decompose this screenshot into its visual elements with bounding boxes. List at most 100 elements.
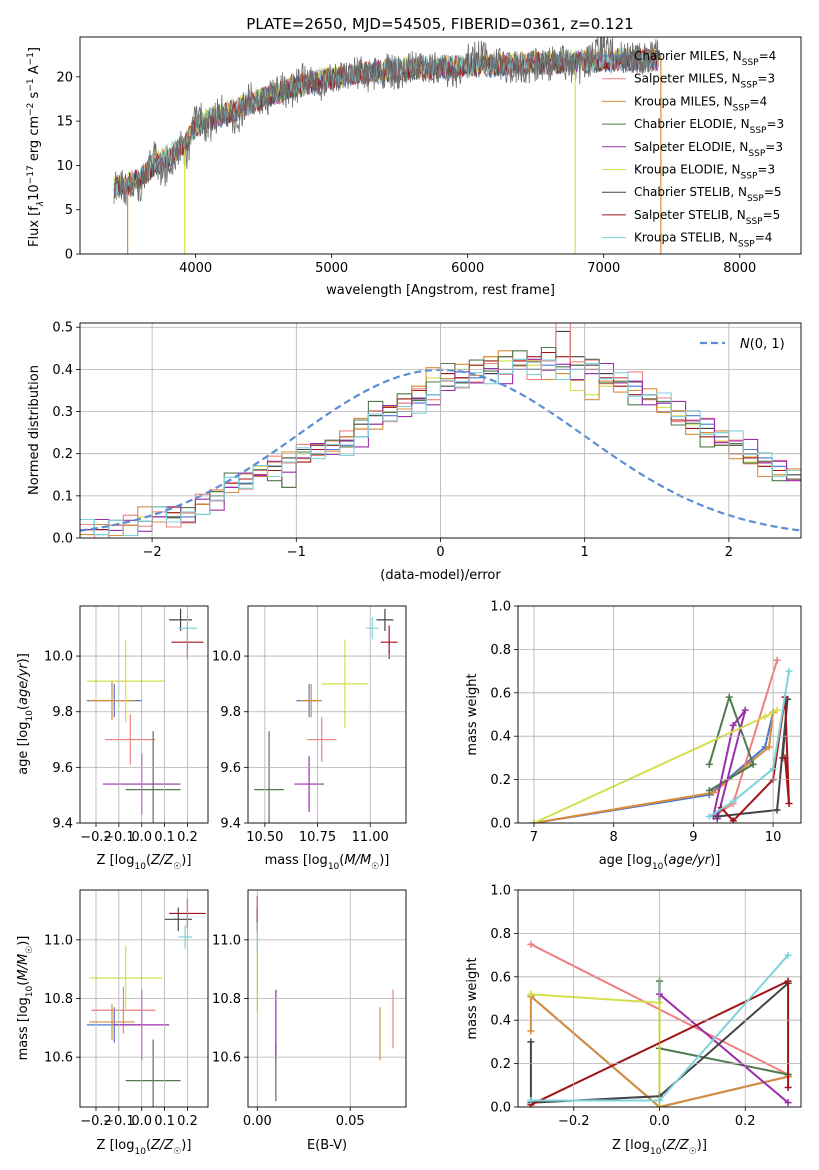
errorbar-kroupa-stelib — [178, 925, 192, 949]
x-tick-label: 2 — [725, 545, 733, 560]
errorbar-kroupa-miles — [89, 681, 135, 721]
errorbar-chabrier-elodie — [254, 731, 284, 823]
x-tick-label: 0.2 — [735, 1114, 756, 1129]
x-tick-label: 5000 — [315, 261, 348, 276]
x-tick-label: 8000 — [723, 261, 756, 276]
x-tick-label: 0.2 — [177, 1114, 198, 1129]
y-tick-label: 10.8 — [44, 992, 73, 1007]
x-axis-label: Z [log10(Z/Z☉)] — [612, 1138, 707, 1157]
axes-frame — [79, 322, 802, 539]
x-tick-label: 0.05 — [336, 1114, 365, 1129]
plot-area — [86, 898, 206, 1107]
histogram-kroupa-stelib — [80, 358, 801, 537]
y-axis-label: mass [log10(M/M☉)] — [16, 936, 35, 1061]
weight-marker — [761, 713, 769, 721]
weight-line — [658, 993, 789, 1104]
y-tick-label: 0.6 — [490, 970, 511, 985]
legend-label: Salpeter MILES, NSSP=3 — [634, 72, 775, 91]
y-tick-label: 0.4 — [490, 1014, 511, 1029]
x-axis-label: (data-model)/error — [380, 568, 501, 583]
x-tick-label: 1 — [581, 545, 589, 560]
weight-marker — [527, 1038, 535, 1046]
weight-marker — [785, 799, 793, 807]
axes-frame — [517, 889, 802, 1108]
histogram-chabrier-miles — [80, 364, 801, 531]
x-tick-label: 0.2 — [177, 830, 198, 845]
axes-age-vs-Z: −0.2−0.10.0 0.1 0.2 9.4 9.6 9.8 10.0 Z [log10(Z… — [16, 605, 209, 872]
legend-label: Kroupa STELIB, NSSP=4 — [634, 231, 772, 250]
histogram-kroupa-elodie — [80, 356, 801, 531]
weight-marker — [705, 760, 713, 768]
plot-area — [113, 37, 662, 254]
errorbar-salpeter-elodie — [294, 756, 324, 812]
x-tick-label: −1 — [287, 545, 306, 560]
errorbar-chabrier-elodie — [125, 731, 181, 823]
weight-marker — [773, 656, 781, 664]
y-tick-label: 0.1 — [52, 489, 73, 504]
legend-label: Salpeter ELODIE, NSSP=3 — [634, 140, 783, 159]
y-axis-label: Normed distribution — [27, 365, 42, 495]
y-tick-label: 10 — [56, 159, 73, 174]
y-tick-label: 9.4 — [220, 817, 241, 832]
weight-line — [529, 995, 789, 1107]
plot-area — [80, 323, 801, 538]
errorbar-kroupa-stelib — [365, 617, 379, 640]
weight-line — [533, 712, 775, 823]
x-tick-label: 7 — [530, 830, 538, 845]
weight-marker — [705, 812, 713, 820]
errorbar-kroupa-miles — [89, 1004, 135, 1040]
y-tick-label: 1.0 — [490, 600, 511, 615]
y-axis-label: age [log10(age/yr)] — [16, 653, 35, 775]
histogram-salpeter-miles — [80, 323, 801, 538]
weight-line — [533, 709, 778, 823]
weight-marker — [709, 789, 717, 797]
figure-title: PLATE=2650, MJD=54505, FIBERID=0361, z=0… — [246, 15, 633, 33]
axes-frame — [247, 605, 407, 824]
y-tick-label: 11.0 — [212, 933, 241, 948]
y-tick-label: 10.0 — [44, 650, 73, 665]
x-axis-label: mass [log10(M/M☉)] — [265, 853, 390, 872]
y-tick-label: 0.2 — [52, 447, 73, 462]
y-axis-label: mass weight — [465, 957, 480, 1039]
y-tick-label: 9.8 — [220, 705, 241, 720]
y-tick-label: 0 — [65, 248, 73, 263]
weight-marker — [527, 990, 535, 998]
y-tick-label: 9.8 — [52, 705, 73, 720]
x-tick-label: 8 — [610, 830, 618, 845]
legend-label: Salpeter STELIB, NSSP=5 — [634, 208, 780, 227]
axes-weight-vs-age: 7 8 9 10 0.0 0.2 0.4 0.6 0.8 1.0 age [log10(age/yr… — [465, 600, 802, 872]
axes-mass-vs-ebv: 0.00 0.05 10.6 10.8 11.0 E(B-V) — [212, 889, 407, 1153]
x-tick-label: −0.2 — [558, 1114, 590, 1129]
weight-marker — [773, 706, 781, 714]
weight-marker — [741, 706, 749, 714]
y-tick-label: 0.4 — [490, 730, 511, 745]
y-tick-label: 10.0 — [212, 650, 241, 665]
x-tick-label: 0.1 — [154, 1114, 175, 1129]
errorbar-salpeter-stelib — [380, 625, 398, 659]
plot-area — [86, 608, 204, 823]
legend-label: Chabrier ELODIE, NSSP=3 — [634, 117, 784, 136]
legend: Chabrier MILES, NSSP=4 Salpeter MILES, NS… — [602, 49, 784, 250]
x-tick-label: 6000 — [451, 261, 484, 276]
legend-label: Chabrier STELIB, NSSP=5 — [634, 185, 782, 204]
x-tick-label: 9 — [689, 830, 697, 845]
x-axis-label: Z [log10(Z/Z☉)] — [97, 1138, 192, 1157]
y-axis-label: Flux [fλ10−17 erg cm−2 s−1 A−1] — [26, 47, 46, 247]
x-tick-label: 0.00 — [243, 1114, 272, 1129]
y-tick-label: 5 — [65, 203, 73, 218]
y-tick-label: 0.8 — [490, 927, 511, 942]
legend-label: Kroupa ELODIE, NSSP=3 — [634, 163, 775, 182]
weight-line-salpeter-elodie — [709, 706, 749, 823]
x-tick-label: 0.0 — [131, 1114, 152, 1129]
axes-frame — [79, 36, 802, 255]
axes-frame — [517, 605, 802, 824]
axes-frame — [79, 605, 209, 824]
x-tick-label: 4000 — [179, 261, 212, 276]
x-tick-label: 10 — [765, 830, 782, 845]
errorbar-salpeter-miles — [306, 717, 337, 762]
weight-marker — [527, 940, 535, 948]
y-tick-label: 0.0 — [52, 532, 73, 547]
weight-marker — [784, 951, 792, 959]
x-axis-label: Z [log10(Z/Z☉)] — [97, 853, 192, 872]
x-tick-label: −0.2 — [80, 1114, 112, 1129]
